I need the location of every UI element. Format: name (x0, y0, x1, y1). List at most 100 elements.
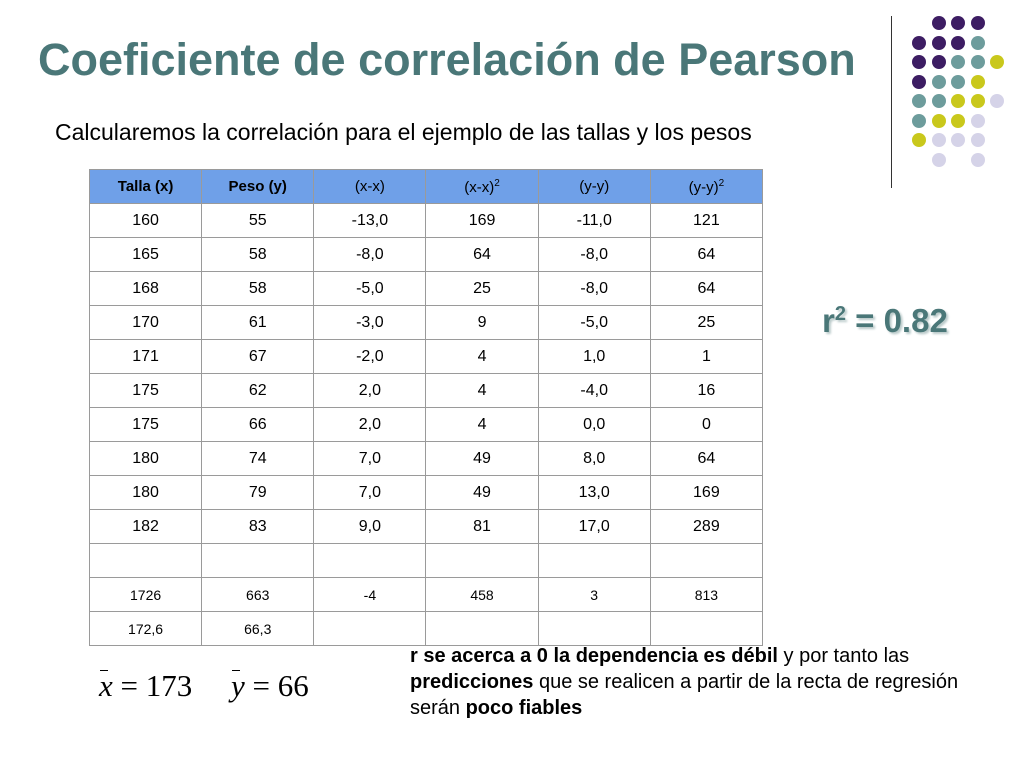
table-cell: 66,3 (201, 611, 315, 646)
table-row: 182 83 9,0 81 17,0 289 (88, 509, 764, 544)
table-cell: 61 (201, 305, 315, 340)
slide-title: Coeficiente de correlación de Pearson (38, 34, 856, 85)
table-cell: 813 (649, 577, 764, 612)
table-cell: 25 (649, 305, 764, 340)
table-cell: -8,0 (537, 271, 651, 306)
table-cell: 64 (425, 237, 539, 272)
decorative-dot (951, 133, 965, 147)
table-row: 165 58 -8,0 64 -8,0 64 (88, 237, 764, 272)
table-cell: 81 (425, 509, 539, 544)
decorative-dot (990, 94, 1004, 108)
table-cell: 4 (425, 373, 539, 408)
table-cell: 170 (88, 305, 203, 340)
table-cell: 49 (425, 475, 539, 510)
decorative-dot (931, 152, 946, 167)
decorative-dot (912, 35, 926, 50)
table-cell: 1,0 (537, 339, 651, 374)
mean-y-symbol: y (231, 668, 245, 703)
table-cell: 180 (88, 475, 203, 510)
table-cell: 0,0 (537, 407, 651, 442)
table-cell: 458 (425, 577, 539, 612)
slide-subtitle: Calcularemos la correlación para el ejem… (55, 119, 752, 145)
table-row: 168 58 -5,0 25 -8,0 64 (88, 271, 764, 306)
table-cell: 55 (201, 203, 315, 238)
decorative-dot (951, 55, 965, 69)
table-cell: 58 (201, 237, 315, 272)
table-cell: 175 (88, 373, 203, 408)
table-cell: 169 (649, 475, 764, 510)
table-cell: 17,0 (537, 509, 651, 544)
column-header: Peso (y) (201, 169, 315, 204)
table-cell: -3,0 (313, 305, 427, 340)
table-cell: 79 (201, 475, 315, 510)
column-header: (y-y)2 (649, 169, 764, 204)
decorative-dot (912, 74, 926, 89)
data-table: Talla (x) Peso (y) (x-x) (x-x)2 (y-y) (y-y)2 … (88, 169, 764, 646)
mean-x-symbol: x (99, 668, 113, 703)
table-cell: 9 (425, 305, 539, 340)
table-header-row: Talla (x) Peso (y) (x-x) (x-x)2 (y-y) (y-y)2 (88, 169, 764, 204)
column-header: (x-x)2 (425, 169, 539, 204)
decorative-dot (970, 94, 985, 108)
conclusion-bold-2: predicciones (410, 671, 534, 693)
decorative-dot (951, 74, 965, 89)
table-cell (537, 543, 651, 578)
table-cell: 175 (88, 407, 203, 442)
table-cell: 66 (201, 407, 315, 442)
table-cell: 165 (88, 237, 203, 272)
conclusion-bold-3: poco fiables (465, 697, 583, 719)
table-cell: -5,0 (313, 271, 427, 306)
table-cell: 58 (201, 271, 315, 306)
decorative-dot (912, 55, 926, 69)
conclusion-bold-1: r se acerca a 0 la dependencia es débil (410, 645, 778, 667)
decorative-dot (990, 55, 1004, 69)
mean-x-formula: x = 173 (99, 668, 192, 704)
r-squared-value: r2 = 0.82 (822, 302, 948, 340)
table-row: 180 74 7,0 49 8,0 64 (88, 441, 764, 476)
table-cell: 1726 (88, 577, 203, 612)
table-cell: 1 (649, 339, 764, 374)
table-cell: 121 (649, 203, 764, 238)
decorative-dot (970, 113, 985, 128)
decorative-dot (970, 55, 985, 69)
table-row: 170 61 -3,0 9 -5,0 25 (88, 305, 764, 340)
table-cell: 8,0 (537, 441, 651, 476)
table-cell: 171 (88, 339, 203, 374)
table-cell: 9,0 (313, 509, 427, 544)
column-header: (y-y) (537, 169, 651, 204)
r-squared-symbol: r (822, 302, 835, 339)
table-cell (425, 543, 539, 578)
table-cell: 49 (425, 441, 539, 476)
column-header: Talla (x) (88, 169, 203, 204)
table-cell: -13,0 (313, 203, 427, 238)
table-row: 180 79 7,0 49 13,0 169 (88, 475, 764, 510)
mean-x-value: = 173 (112, 668, 193, 703)
decorative-dot (970, 152, 985, 167)
r-squared-number: = 0.82 (845, 302, 948, 339)
table-cell: 7,0 (313, 441, 427, 476)
table-cell: -8,0 (313, 237, 427, 272)
table-row: 175 66 2,0 4 0,0 0 (88, 407, 764, 442)
table-cell: 182 (88, 509, 203, 544)
decorative-dot (931, 74, 946, 89)
table-cell: 67 (201, 339, 315, 374)
table-cell (649, 611, 764, 646)
decorative-dot (912, 94, 926, 108)
decorative-dot (970, 16, 985, 30)
decorative-dot (931, 55, 946, 69)
table-cell: 16 (649, 373, 764, 408)
table-cell: 4 (425, 407, 539, 442)
decorative-dot (931, 35, 946, 50)
table-cell: 4 (425, 339, 539, 374)
table-cell: -5,0 (537, 305, 651, 340)
decorative-divider (891, 16, 892, 188)
decorative-dot (970, 74, 985, 89)
table-cell: 64 (649, 441, 764, 476)
mean-y-value: = 66 (244, 668, 309, 703)
table-row (88, 543, 764, 578)
table-cell: 169 (425, 203, 539, 238)
decorative-dot (951, 35, 965, 50)
conclusion-text-1: y por tanto las (777, 645, 910, 667)
decorative-dot (970, 35, 985, 50)
table-row: 175 62 2,0 4 -4,0 16 (88, 373, 764, 408)
